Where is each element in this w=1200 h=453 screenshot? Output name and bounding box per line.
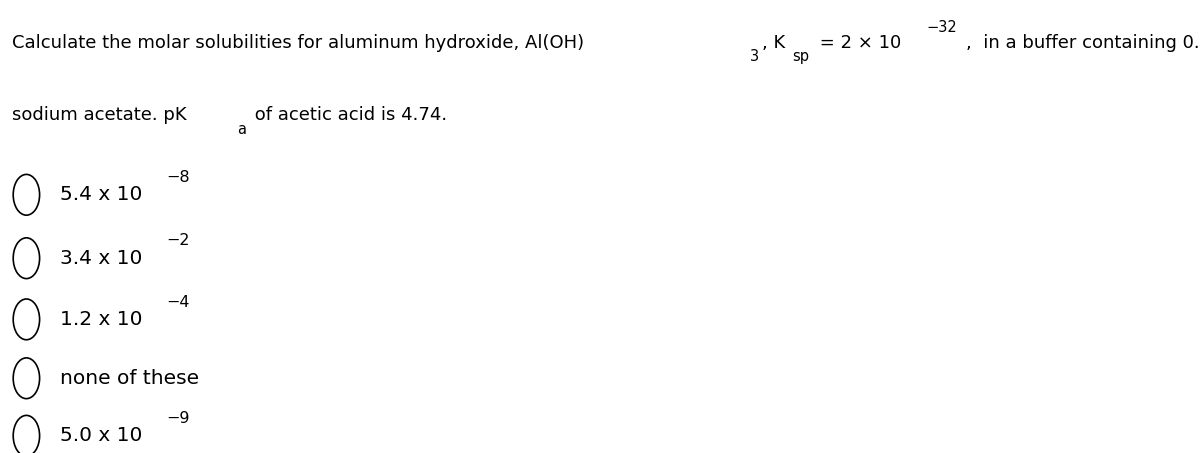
Text: , K: , K	[762, 34, 785, 52]
Text: 1.2 x 10: 1.2 x 10	[60, 310, 143, 329]
Text: ,  in a buffer containing 0.300 M acetic acid and 0.300 M: , in a buffer containing 0.300 M acetic …	[966, 34, 1200, 52]
Text: −8: −8	[167, 170, 190, 185]
Text: −4: −4	[167, 294, 190, 310]
Text: 5.0 x 10: 5.0 x 10	[60, 426, 143, 445]
Text: 3: 3	[750, 49, 760, 64]
Text: −2: −2	[167, 233, 190, 249]
Text: of acetic acid is 4.74.: of acetic acid is 4.74.	[248, 106, 448, 124]
Text: 5.4 x 10: 5.4 x 10	[60, 185, 143, 204]
Text: a: a	[238, 122, 246, 137]
Text: = 2 × 10: = 2 × 10	[814, 34, 901, 52]
Text: none of these: none of these	[60, 369, 199, 388]
Text: −32: −32	[926, 20, 958, 35]
Text: sp: sp	[792, 49, 809, 64]
Text: Calculate the molar solubilities for aluminum hydroxide, Al(OH): Calculate the molar solubilities for alu…	[12, 34, 584, 52]
Text: −9: −9	[167, 411, 190, 426]
Text: sodium acetate. pK: sodium acetate. pK	[12, 106, 187, 124]
Text: 3.4 x 10: 3.4 x 10	[60, 249, 143, 268]
